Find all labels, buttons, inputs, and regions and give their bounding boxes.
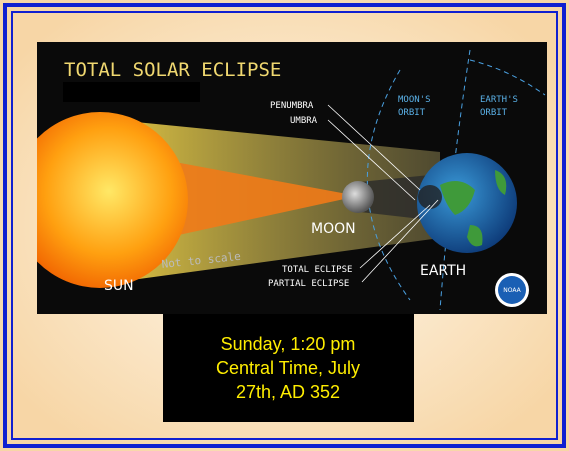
label: PENUMBRA: [270, 101, 314, 111]
label: ORBIT: [480, 108, 508, 118]
caption-line: Sunday, 1:20 pm: [221, 334, 356, 354]
diagram: TOTAL SOLAR ECLIPSE PENUMBRA UMBRA MOON'…: [12, 42, 547, 314]
label: MOON: [311, 221, 356, 237]
title: TOTAL SOLAR ECLIPSE: [64, 59, 281, 81]
label: SUN: [104, 278, 134, 294]
label: PARTIAL ECLIPSE: [268, 279, 349, 289]
logo-text: NOAA: [503, 287, 521, 294]
page: TOTAL SOLAR ECLIPSE PENUMBRA UMBRA MOON'…: [0, 0, 569, 451]
label: EARTH'S: [480, 95, 518, 105]
label: ORBIT: [398, 108, 426, 118]
label: UMBRA: [290, 116, 318, 126]
label: EARTH: [420, 263, 466, 279]
label: MOON'S: [398, 95, 431, 105]
caption-line: Central Time, July: [216, 358, 360, 378]
label: TOTAL ECLIPSE: [282, 265, 352, 275]
redaction: [63, 82, 200, 102]
caption-line: 27th, AD 352: [236, 382, 340, 402]
moon: [342, 181, 374, 213]
screen: TOTAL SOLAR ECLIPSE PENUMBRA UMBRA MOON'…: [0, 0, 569, 451]
